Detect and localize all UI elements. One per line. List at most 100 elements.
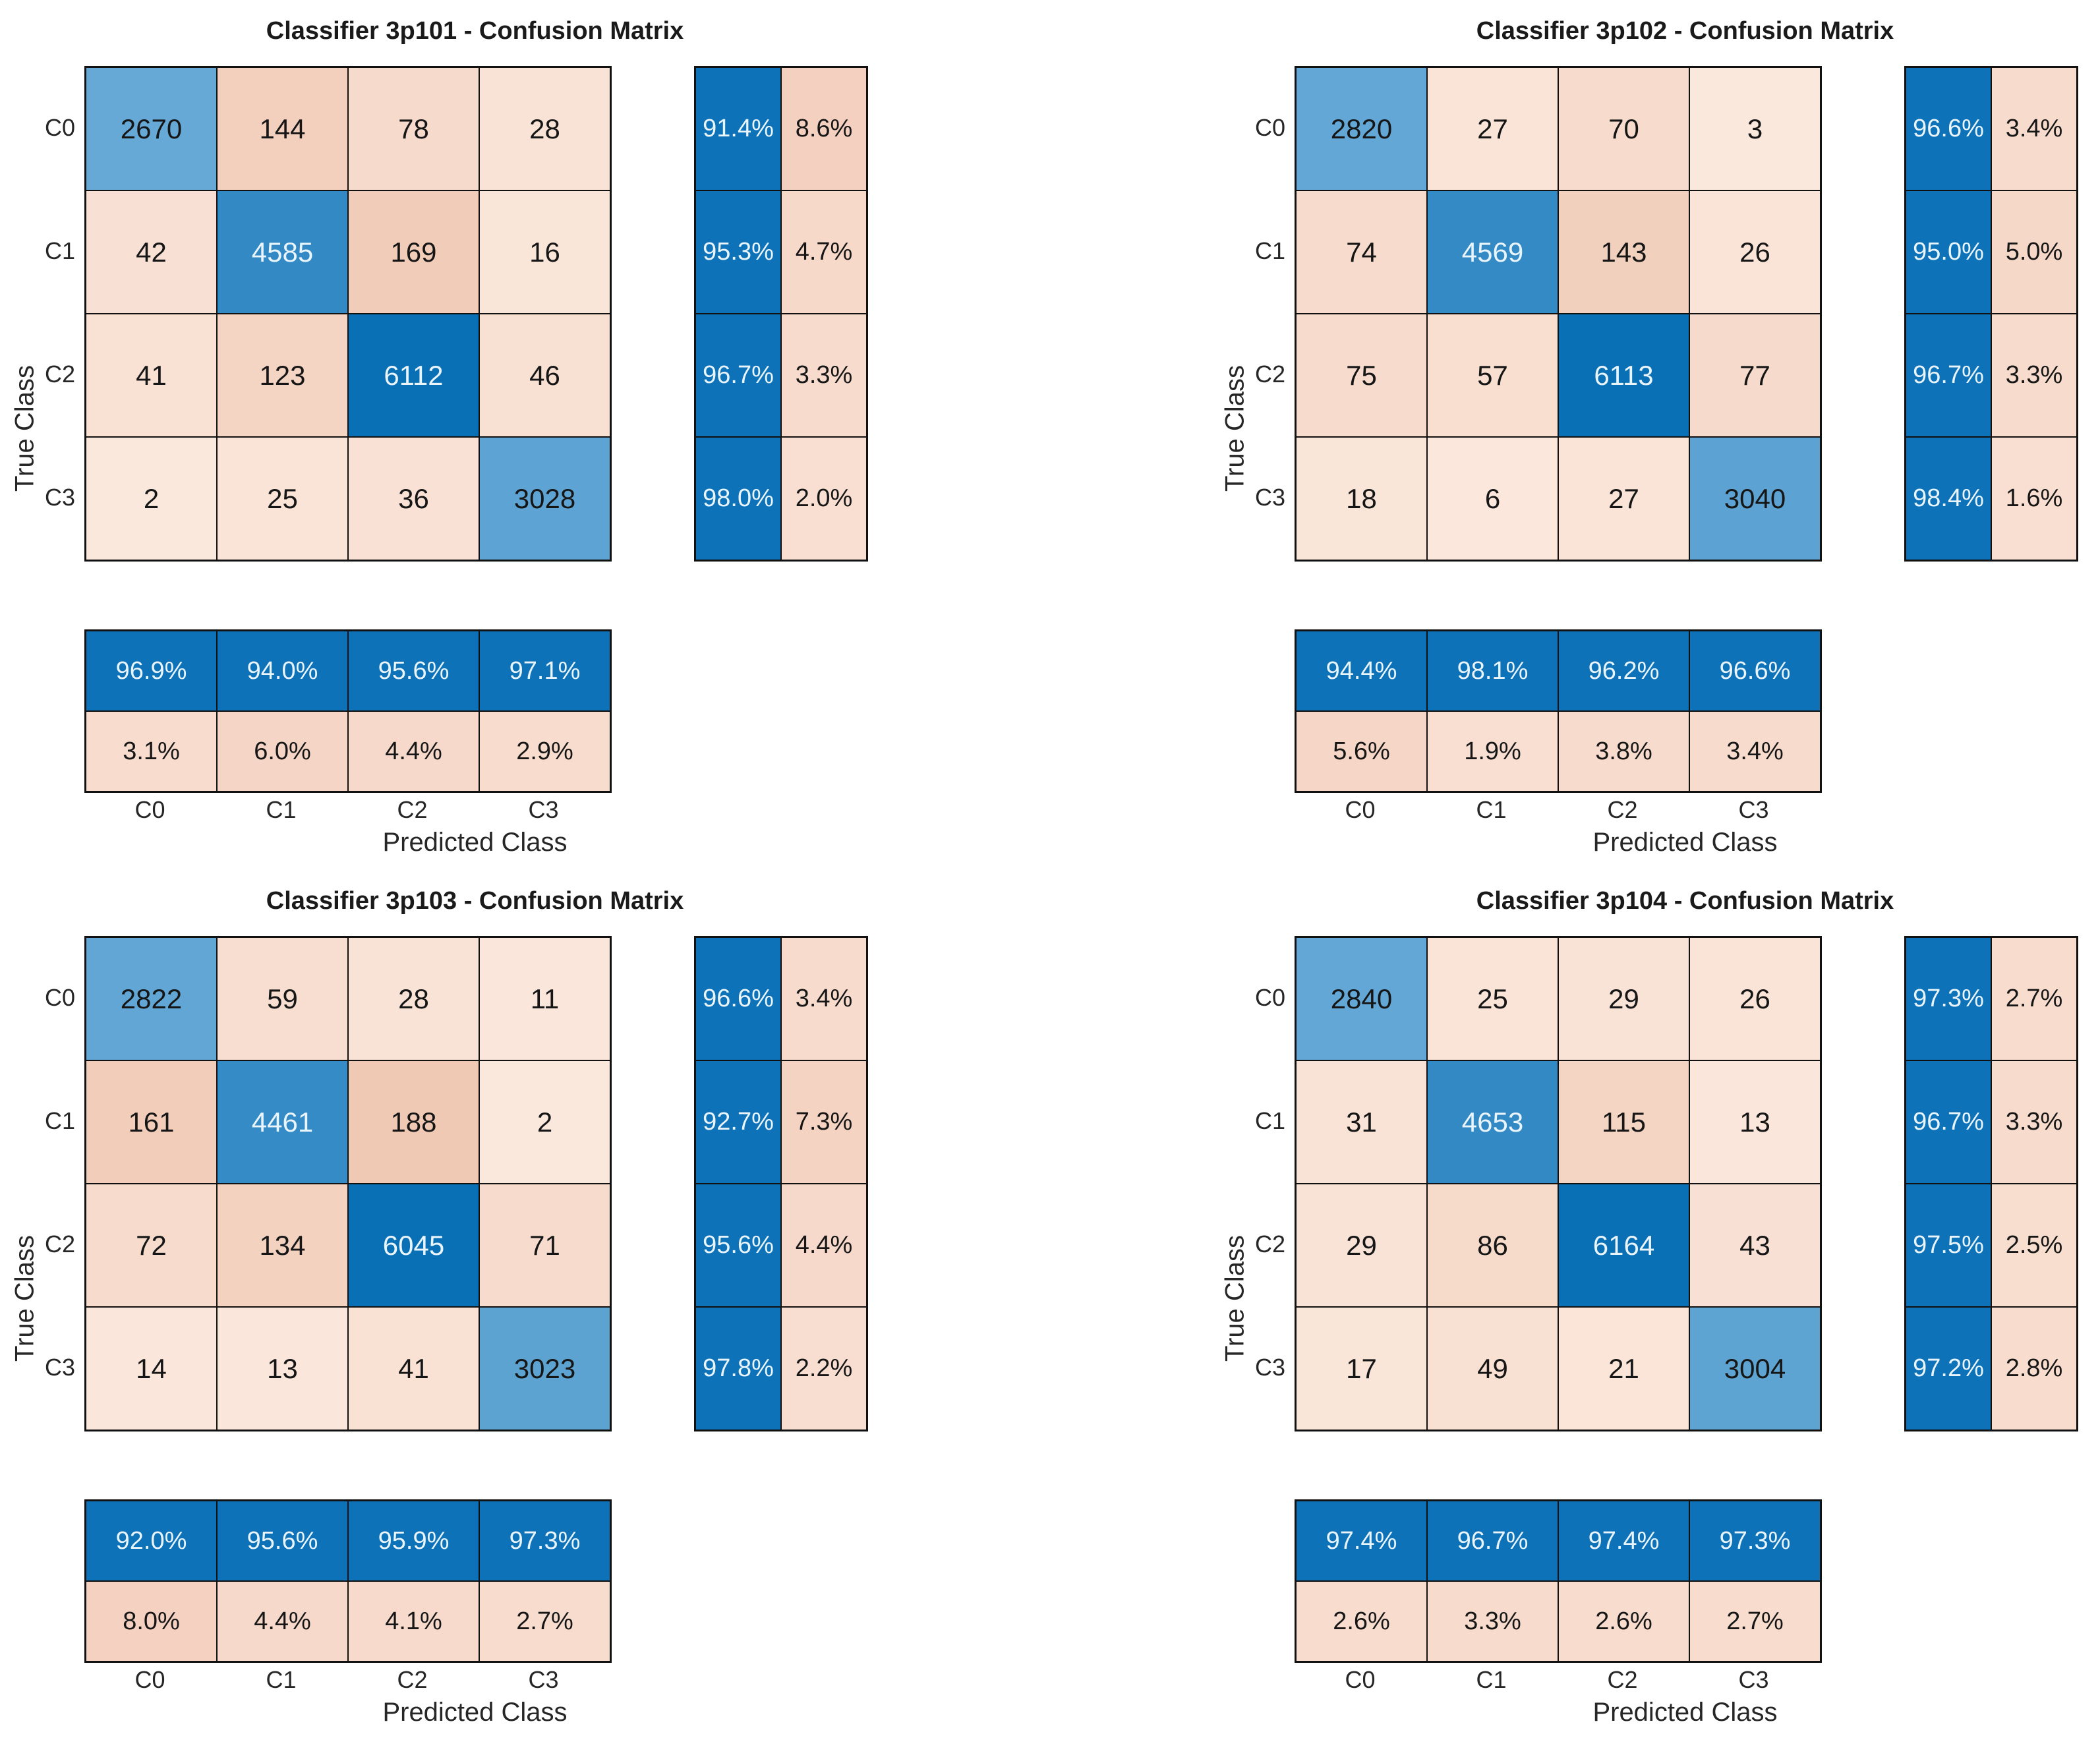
col-error-cell: 4.4% (348, 711, 479, 792)
confusion-matrix-grid: 2820 27 70 3 74 4569 143 26 75 57 6113 77 18 6 27 3040 (1295, 66, 1822, 562)
row-recall-cell: 95.3% (695, 190, 781, 314)
row-recall-cell: 97.3% (1906, 937, 1991, 1060)
x-axis-label: Predicted Class (1592, 828, 1778, 857)
col-summary-grid: 92.0% 95.6% 95.9% 97.3% 8.0% 4.4% 4.1% 2.7% (84, 1499, 612, 1663)
row-error-cell: 3.3% (781, 314, 867, 437)
matrix-cell: 2 (86, 437, 217, 560)
y-tick-label: C0 (1254, 983, 1285, 1011)
matrix-cell: 21 (1558, 1307, 1689, 1430)
matrix-diagonal-cell: 2670 (86, 67, 217, 190)
col-precision-cell: 95.9% (348, 1501, 479, 1581)
confusion-chart-3p104: Classifier 3p104 - Confusion Matrix True… (1210, 870, 2100, 1740)
y-tick-label: C3 (44, 483, 75, 511)
matrix-cell: 143 (1558, 190, 1689, 314)
x-tick-label: C2 (397, 1666, 428, 1693)
x-tick-label: C1 (266, 1666, 297, 1693)
row-recall-cell: 98.0% (695, 437, 781, 560)
x-tick-label: C3 (528, 1666, 559, 1693)
col-error-cell: 8.0% (86, 1581, 217, 1662)
col-precision-cell: 97.4% (1558, 1501, 1689, 1581)
row-error-cell: 2.2% (781, 1307, 867, 1430)
x-axis-label: Predicted Class (382, 828, 568, 857)
row-recall-cell: 98.4% (1906, 437, 1991, 560)
y-tick-label: C3 (1254, 1353, 1285, 1381)
row-error-cell: 3.3% (1991, 1060, 2077, 1184)
matrix-cell: 36 (348, 437, 479, 560)
matrix-cell: 169 (348, 190, 479, 314)
x-tick-label: C2 (1607, 796, 1638, 823)
col-error-cell: 3.4% (1689, 711, 1821, 792)
chart-title: Classifier 3p101 - Confusion Matrix (266, 17, 684, 45)
col-precision-cell: 98.1% (1427, 631, 1558, 711)
confusion-matrix-grid: 2670 144 78 28 42 4585 169 16 41 123 6112 46 2 25 36 30… (84, 66, 612, 562)
matrix-cell: 123 (217, 314, 348, 437)
matrix-cell: 18 (1296, 437, 1427, 560)
col-error-cell: 1.9% (1427, 711, 1558, 792)
matrix-cell: 115 (1558, 1060, 1689, 1184)
x-tick-label: C1 (1476, 1666, 1507, 1693)
row-error-cell: 2.5% (1991, 1184, 2077, 1307)
matrix-diagonal-cell: 2820 (1296, 67, 1427, 190)
col-error-cell: 4.4% (217, 1581, 348, 1662)
matrix-cell: 28 (479, 67, 610, 190)
row-error-cell: 7.3% (781, 1060, 867, 1184)
col-error-cell: 2.6% (1558, 1581, 1689, 1662)
matrix-cell: 71 (479, 1184, 610, 1307)
col-error-cell: 3.8% (1558, 711, 1689, 792)
x-tick-label: C1 (1476, 796, 1507, 823)
row-error-cell: 4.7% (781, 190, 867, 314)
y-tick-label: C2 (1254, 360, 1285, 388)
matrix-cell: 78 (348, 67, 479, 190)
matrix-cell: 77 (1689, 314, 1821, 437)
confusion-matrix-grid: 2822 59 28 11 161 4461 188 2 72 134 6045 71 14 13 41 30… (84, 936, 612, 1431)
y-tick-label: C2 (44, 360, 75, 388)
x-tick-label: C0 (1345, 1666, 1376, 1693)
row-error-cell: 3.4% (781, 937, 867, 1060)
row-recall-cell: 96.7% (1906, 314, 1991, 437)
row-error-cell: 8.6% (781, 67, 867, 190)
matrix-diagonal-cell: 4585 (217, 190, 348, 314)
confusion-chart-3p102: Classifier 3p102 - Confusion Matrix True… (1210, 0, 2100, 870)
col-precision-cell: 94.0% (217, 631, 348, 711)
y-tick-label: C2 (44, 1230, 75, 1257)
x-tick-labels: C0 C1 C2 C3 (84, 1665, 609, 1695)
row-summary-grid: 96.6% 3.4% 95.0% 5.0% 96.7% 3.3% 98.4% 1.6% (1904, 66, 2078, 562)
matrix-cell: 6 (1427, 437, 1558, 560)
matrix-cell: 31 (1296, 1060, 1427, 1184)
x-tick-label: C2 (1607, 1666, 1638, 1693)
matrix-cell: 59 (217, 937, 348, 1060)
y-tick-label: C1 (44, 237, 75, 264)
matrix-diagonal-cell: 3028 (479, 437, 610, 560)
y-tick-labels: C0 C1 C2 C3 (1210, 936, 1285, 1429)
matrix-cell: 27 (1558, 437, 1689, 560)
x-tick-labels: C0 C1 C2 C3 (1295, 1665, 1819, 1695)
matrix-cell: 28 (348, 937, 479, 1060)
col-precision-cell: 96.6% (1689, 631, 1821, 711)
matrix-diagonal-cell: 3004 (1689, 1307, 1821, 1430)
matrix-cell: 144 (217, 67, 348, 190)
row-recall-cell: 96.6% (1906, 67, 1991, 190)
col-summary-grid: 96.9% 94.0% 95.6% 97.1% 3.1% 6.0% 4.4% 2.9% (84, 629, 612, 793)
x-tick-labels: C0 C1 C2 C3 (84, 795, 609, 825)
matrix-cell: 25 (217, 437, 348, 560)
matrix-cell: 72 (86, 1184, 217, 1307)
y-tick-labels: C0 C1 C2 C3 (1210, 66, 1285, 559)
matrix-diagonal-cell: 4461 (217, 1060, 348, 1184)
y-tick-label: C3 (1254, 483, 1285, 511)
col-precision-cell: 97.4% (1296, 1501, 1427, 1581)
matrix-cell: 27 (1427, 67, 1558, 190)
matrix-diagonal-cell: 6045 (348, 1184, 479, 1307)
row-recall-cell: 91.4% (695, 67, 781, 190)
matrix-cell: 75 (1296, 314, 1427, 437)
matrix-cell: 161 (86, 1060, 217, 1184)
row-recall-cell: 95.6% (695, 1184, 781, 1307)
matrix-cell: 46 (479, 314, 610, 437)
row-summary-grid: 96.6% 3.4% 92.7% 7.3% 95.6% 4.4% 97.8% 2.2% (694, 936, 868, 1431)
matrix-cell: 17 (1296, 1307, 1427, 1430)
row-recall-cell: 97.8% (695, 1307, 781, 1430)
row-recall-cell: 92.7% (695, 1060, 781, 1184)
y-tick-label: C3 (44, 1353, 75, 1381)
matrix-cell: 14 (86, 1307, 217, 1430)
col-error-cell: 6.0% (217, 711, 348, 792)
col-error-cell: 2.6% (1296, 1581, 1427, 1662)
